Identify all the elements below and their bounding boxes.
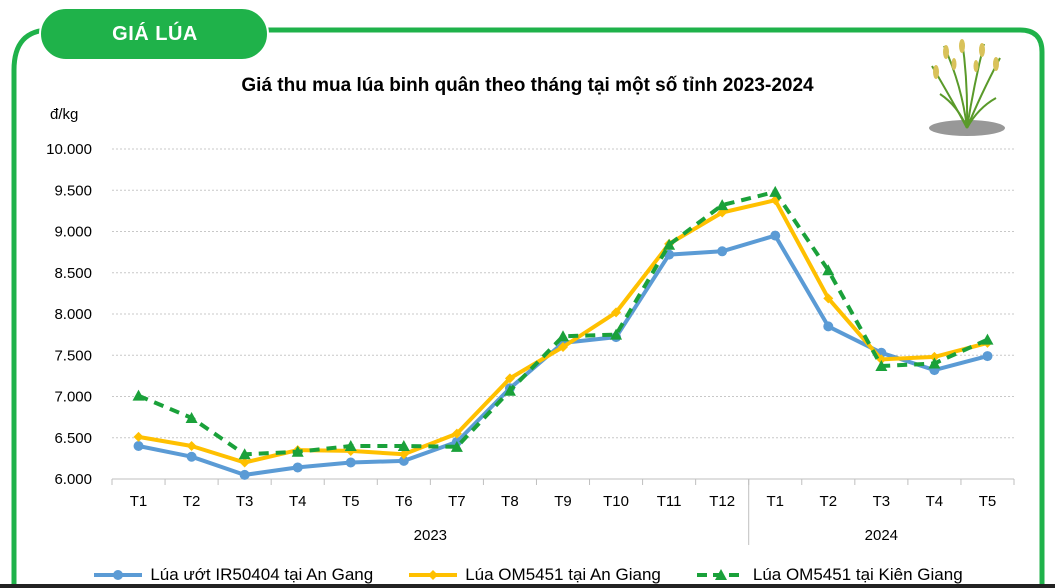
rice-plant-icon [929,39,1005,136]
data-point [133,441,144,451]
tab-label: GIÁ LÚA [112,22,198,45]
data-point [610,328,623,340]
x-tick-label: T9 [554,493,572,510]
data-point [239,469,250,480]
data-point [876,354,887,365]
data-point [504,373,515,384]
legend-label: Lúa OM5451 tại An Giang [465,565,661,584]
legend-swatch [94,570,143,580]
data-point [397,440,410,451]
tab-background [39,7,269,61]
x-group-label: 2023 [414,527,447,544]
data-point [769,185,782,197]
data-point [292,462,303,473]
legend-swatch [409,570,458,580]
x-tick-label: T6 [395,493,413,510]
data-point [823,293,834,304]
data-point [239,457,250,468]
x-tick-label: T2 [183,493,201,510]
x-tick-label: T5 [342,493,360,510]
x-tick-label: T8 [501,493,519,510]
data-point [185,411,198,423]
data-point [982,351,993,362]
data-point [344,440,357,451]
data-point [186,441,197,451]
data-point [611,307,622,318]
y-tick-label: 7.500 [54,347,92,364]
y-tick-label: 6.000 [54,471,92,488]
x-tick-label: T4 [926,493,944,510]
y-tick-label: 10.000 [46,141,92,158]
legend-label: Lúa OM5451 tại Kiên Giang [752,565,963,584]
data-point [770,230,781,241]
x-tick-label: T10 [603,493,629,510]
data-point [450,440,463,452]
data-point [875,359,888,371]
y-tick-label: 8.000 [54,306,92,323]
x-tick-label: T3 [873,493,891,510]
x-tick-label: T7 [448,493,466,510]
data-point [503,384,516,396]
line-chart: 6.000 6.500 7.000 7.500 8.000 8.500 9.000 9.500… [46,141,1015,545]
data-point [398,449,409,460]
x-tick-label: T4 [289,493,307,510]
y-axis-unit: đ/kg [50,106,79,123]
data-point [451,428,462,439]
x-tick-label: T12 [709,493,735,510]
x-tick-label: T11 [657,493,682,510]
legend-swatch [696,569,745,580]
y-tick-label: 7.000 [54,389,92,406]
x-tick-label: T1 [766,493,784,510]
legend-item: Lúa OM5451 tại Kiên Giang [695,565,963,585]
data-point [663,238,676,250]
data-point [929,351,940,362]
data-point [981,333,994,345]
data-point [717,246,728,257]
x-tick-label: T5 [979,493,997,510]
x-group-label: 2024 [865,527,898,544]
data-point [928,357,941,369]
chart-title: Giá thu mua lúa binh quân theo tháng tại… [241,75,814,96]
y-tick-label: 6.500 [54,430,92,447]
data-point [398,455,409,466]
legend-label: Lúa ướt IR50404 tại An Gang [150,565,374,584]
series-line [137,189,989,457]
chart-legend: Lúa ướt IR50404 tại An Gang Lúa OM5451 tạ… [0,562,1055,588]
legend-item: Lúa OM5451 tại An Giang [407,565,661,585]
legend-item: Lúa ướt IR50404 tại An Gang [92,565,373,585]
x-tick-label: T3 [236,493,254,510]
data-point [291,445,304,457]
data-point [132,389,145,401]
data-point [558,342,568,352]
bottom-bar [0,584,1055,588]
data-point [822,264,835,276]
x-tick-label: T1 [130,493,148,510]
x-tick-label: T2 [820,493,838,510]
data-point [133,431,144,442]
y-tick-label: 8.500 [54,265,92,282]
data-point [823,321,834,332]
data-point [186,451,197,462]
data-point [716,199,729,211]
data-point [345,457,356,468]
y-tick-label: 9.000 [54,224,92,241]
y-tick-label: 9.500 [54,182,92,199]
data-point [557,330,569,342]
data-point [238,448,251,460]
